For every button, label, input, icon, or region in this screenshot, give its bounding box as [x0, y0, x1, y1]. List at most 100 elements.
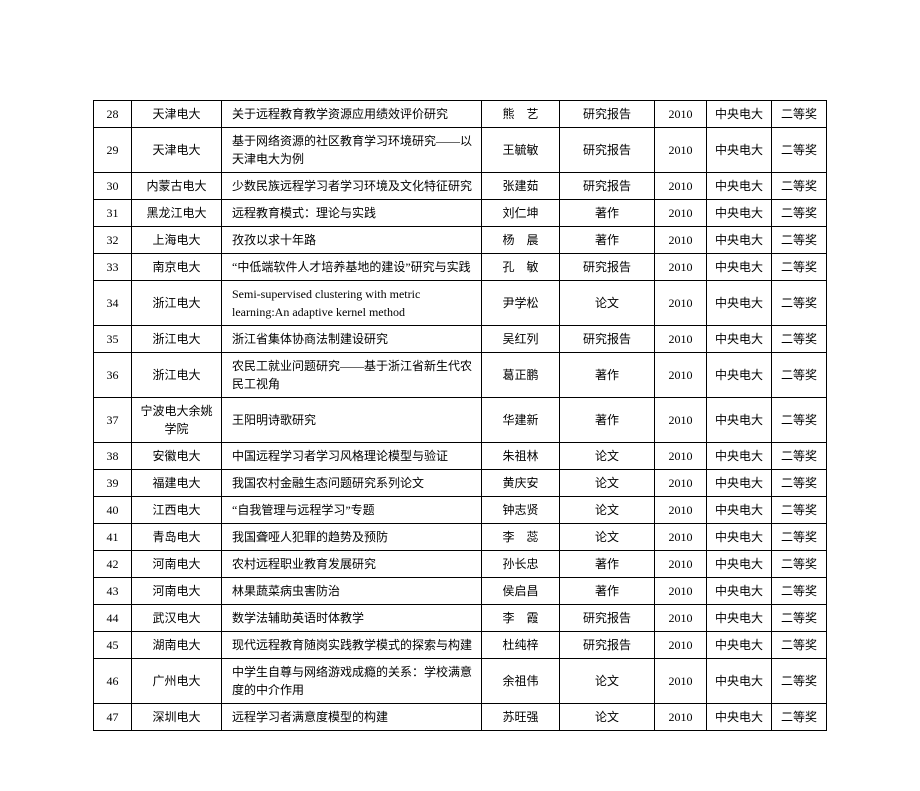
cell-award: 二等奖	[772, 443, 827, 470]
cell-author: 钟志贤	[482, 497, 560, 524]
table-row: 41青岛电大我国聋哑人犯罪的趋势及预防李 蕊论文2010中央电大二等奖	[94, 524, 827, 551]
cell-school: 河南电大	[132, 551, 222, 578]
cell-idx: 30	[94, 173, 132, 200]
cell-title: 林果蔬菜病虫害防治	[222, 578, 482, 605]
cell-org: 中央电大	[707, 524, 772, 551]
cell-org: 中央电大	[707, 200, 772, 227]
cell-award: 二等奖	[772, 632, 827, 659]
cell-org: 中央电大	[707, 551, 772, 578]
cell-award: 二等奖	[772, 173, 827, 200]
cell-type: 论文	[560, 443, 655, 470]
cell-idx: 39	[94, 470, 132, 497]
cell-award: 二等奖	[772, 281, 827, 326]
cell-title: 浙江省集体协商法制建设研究	[222, 326, 482, 353]
cell-org: 中央电大	[707, 578, 772, 605]
cell-org: 中央电大	[707, 659, 772, 704]
table-row: 30内蒙古电大少数民族远程学习者学习环境及文化特征研究张建茹研究报告2010中央…	[94, 173, 827, 200]
cell-type: 著作	[560, 398, 655, 443]
table-row: 39福建电大我国农村金融生态问题研究系列论文黄庆安论文2010中央电大二等奖	[94, 470, 827, 497]
cell-title: 孜孜以求十年路	[222, 227, 482, 254]
cell-org: 中央电大	[707, 632, 772, 659]
cell-author: 黄庆安	[482, 470, 560, 497]
cell-author: 李 霞	[482, 605, 560, 632]
cell-author: 余祖伟	[482, 659, 560, 704]
cell-author: 杨 晨	[482, 227, 560, 254]
cell-award: 二等奖	[772, 470, 827, 497]
cell-school: 内蒙古电大	[132, 173, 222, 200]
table-row: 44武汉电大数学法辅助英语时体教学李 霞研究报告2010中央电大二等奖	[94, 605, 827, 632]
cell-school: 江西电大	[132, 497, 222, 524]
cell-award: 二等奖	[772, 524, 827, 551]
cell-year: 2010	[655, 128, 707, 173]
cell-org: 中央电大	[707, 227, 772, 254]
cell-idx: 34	[94, 281, 132, 326]
cell-author: 刘仁坤	[482, 200, 560, 227]
cell-type: 著作	[560, 551, 655, 578]
cell-award: 二等奖	[772, 101, 827, 128]
cell-idx: 41	[94, 524, 132, 551]
cell-idx: 31	[94, 200, 132, 227]
cell-idx: 42	[94, 551, 132, 578]
cell-type: 研究报告	[560, 101, 655, 128]
table-row: 29天津电大基于网络资源的社区教育学习环境研究——以天津电大为例王毓敏研究报告2…	[94, 128, 827, 173]
cell-org: 中央电大	[707, 353, 772, 398]
cell-school: 浙江电大	[132, 353, 222, 398]
cell-org: 中央电大	[707, 398, 772, 443]
cell-award: 二等奖	[772, 227, 827, 254]
cell-school: 浙江电大	[132, 326, 222, 353]
cell-type: 研究报告	[560, 254, 655, 281]
cell-author: 张建茹	[482, 173, 560, 200]
cell-school: 福建电大	[132, 470, 222, 497]
cell-award: 二等奖	[772, 605, 827, 632]
cell-idx: 36	[94, 353, 132, 398]
cell-idx: 38	[94, 443, 132, 470]
cell-type: 论文	[560, 281, 655, 326]
cell-year: 2010	[655, 524, 707, 551]
cell-school: 广州电大	[132, 659, 222, 704]
cell-award: 二等奖	[772, 704, 827, 731]
cell-idx: 35	[94, 326, 132, 353]
cell-org: 中央电大	[707, 281, 772, 326]
table-row: 32上海电大孜孜以求十年路杨 晨著作2010中央电大二等奖	[94, 227, 827, 254]
cell-author: 华建新	[482, 398, 560, 443]
cell-org: 中央电大	[707, 128, 772, 173]
cell-title: 中国远程学习者学习风格理论模型与验证	[222, 443, 482, 470]
cell-year: 2010	[655, 551, 707, 578]
cell-author: 熊 艺	[482, 101, 560, 128]
cell-idx: 28	[94, 101, 132, 128]
cell-org: 中央电大	[707, 605, 772, 632]
cell-year: 2010	[655, 173, 707, 200]
cell-author: 葛正鹏	[482, 353, 560, 398]
cell-title: 我国农村金融生态问题研究系列论文	[222, 470, 482, 497]
cell-year: 2010	[655, 578, 707, 605]
cell-type: 研究报告	[560, 326, 655, 353]
cell-year: 2010	[655, 497, 707, 524]
cell-idx: 47	[94, 704, 132, 731]
cell-type: 论文	[560, 524, 655, 551]
cell-school: 天津电大	[132, 101, 222, 128]
cell-type: 著作	[560, 200, 655, 227]
cell-school: 天津电大	[132, 128, 222, 173]
cell-award: 二等奖	[772, 200, 827, 227]
cell-org: 中央电大	[707, 254, 772, 281]
table-row: 38安徽电大中国远程学习者学习风格理论模型与验证朱祖林论文2010中央电大二等奖	[94, 443, 827, 470]
cell-award: 二等奖	[772, 497, 827, 524]
cell-year: 2010	[655, 659, 707, 704]
cell-year: 2010	[655, 200, 707, 227]
data-table: 28天津电大关于远程教育教学资源应用绩效评价研究熊 艺研究报告2010中央电大二…	[93, 100, 827, 731]
cell-author: 侯启昌	[482, 578, 560, 605]
cell-school: 湖南电大	[132, 632, 222, 659]
cell-school: 上海电大	[132, 227, 222, 254]
cell-type: 论文	[560, 659, 655, 704]
cell-author: 孙长忠	[482, 551, 560, 578]
cell-title: 王阳明诗歌研究	[222, 398, 482, 443]
cell-org: 中央电大	[707, 443, 772, 470]
cell-idx: 33	[94, 254, 132, 281]
table-row: 28天津电大关于远程教育教学资源应用绩效评价研究熊 艺研究报告2010中央电大二…	[94, 101, 827, 128]
cell-type: 研究报告	[560, 173, 655, 200]
cell-year: 2010	[655, 632, 707, 659]
table-row: 40江西电大“自我管理与远程学习”专题钟志贤论文2010中央电大二等奖	[94, 497, 827, 524]
cell-type: 研究报告	[560, 605, 655, 632]
cell-idx: 29	[94, 128, 132, 173]
cell-org: 中央电大	[707, 326, 772, 353]
